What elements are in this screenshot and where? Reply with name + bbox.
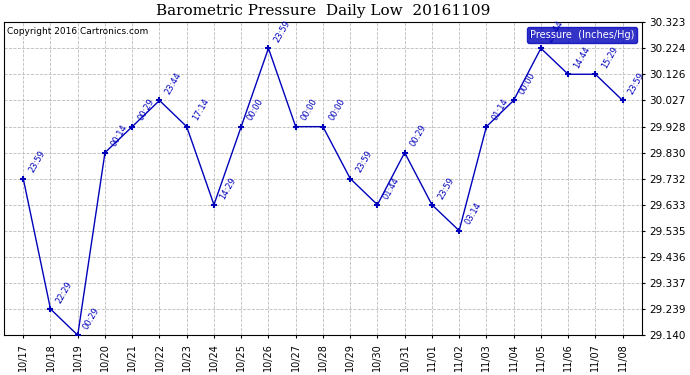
Text: 03:14: 03:14: [463, 201, 483, 226]
Text: 14:44: 14:44: [572, 45, 592, 70]
Text: 01:14: 01:14: [491, 98, 510, 123]
Title: Barometric Pressure  Daily Low  20161109: Barometric Pressure Daily Low 20161109: [156, 4, 490, 18]
Pressure  (Inches/Hg): [319, 124, 327, 129]
Text: 23:59: 23:59: [273, 19, 293, 44]
Text: 22:29: 22:29: [55, 280, 75, 305]
Text: 00:29: 00:29: [137, 98, 156, 123]
Text: 17:14: 17:14: [191, 97, 210, 123]
Text: 23:44: 23:44: [164, 71, 184, 96]
Text: 23:59: 23:59: [436, 176, 456, 201]
Pressure  (Inches/Hg): [564, 72, 572, 76]
Pressure  (Inches/Hg): [346, 176, 355, 181]
Pressure  (Inches/Hg): [183, 124, 191, 129]
Pressure  (Inches/Hg): [155, 98, 164, 103]
Text: 00:00: 00:00: [518, 71, 538, 96]
Text: 00:00: 00:00: [327, 98, 347, 123]
Pressure  (Inches/Hg): [19, 176, 28, 181]
Pressure  (Inches/Hg): [101, 150, 109, 155]
Text: 15:29: 15:29: [600, 45, 619, 70]
Line: Pressure  (Inches/Hg): Pressure (Inches/Hg): [20, 45, 626, 339]
Text: 14:29: 14:29: [218, 176, 238, 201]
Pressure  (Inches/Hg): [428, 202, 436, 207]
Pressure  (Inches/Hg): [482, 124, 491, 129]
Pressure  (Inches/Hg): [264, 46, 273, 51]
Pressure  (Inches/Hg): [210, 202, 218, 207]
Pressure  (Inches/Hg): [74, 333, 82, 338]
Text: 23:59: 23:59: [355, 149, 374, 174]
Text: 23:59: 23:59: [627, 71, 647, 96]
Pressure  (Inches/Hg): [618, 98, 627, 103]
Text: 00:29: 00:29: [82, 306, 101, 331]
Pressure  (Inches/Hg): [537, 46, 545, 51]
Text: 23:59: 23:59: [28, 149, 47, 174]
Pressure  (Inches/Hg): [509, 98, 518, 103]
Pressure  (Inches/Hg): [237, 124, 246, 129]
Pressure  (Inches/Hg): [292, 124, 300, 129]
Legend: Pressure  (Inches/Hg): Pressure (Inches/Hg): [526, 27, 637, 43]
Pressure  (Inches/Hg): [373, 202, 382, 207]
Text: 22:44: 22:44: [545, 19, 564, 44]
Text: 00:29: 00:29: [409, 123, 428, 148]
Text: Copyright 2016 Cartronics.com: Copyright 2016 Cartronics.com: [8, 27, 148, 36]
Text: 00:00: 00:00: [246, 98, 265, 123]
Pressure  (Inches/Hg): [591, 72, 600, 76]
Pressure  (Inches/Hg): [400, 150, 408, 155]
Pressure  (Inches/Hg): [128, 124, 137, 129]
Text: 01:44: 01:44: [382, 176, 402, 201]
Pressure  (Inches/Hg): [455, 228, 463, 233]
Text: 00:14: 00:14: [109, 123, 129, 148]
Pressure  (Inches/Hg): [46, 307, 55, 311]
Text: 00:00: 00:00: [300, 98, 319, 123]
